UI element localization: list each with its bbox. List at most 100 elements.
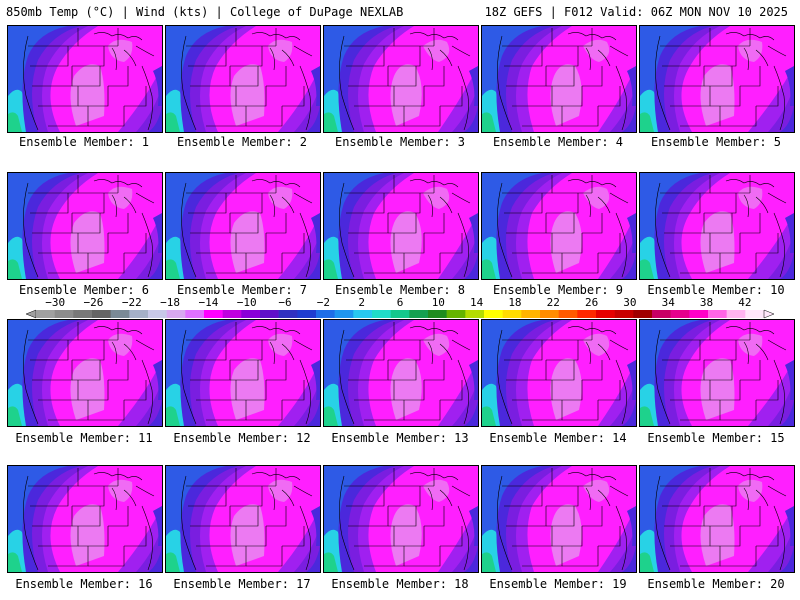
colorbar-swatch <box>278 310 298 318</box>
temperature-map <box>482 466 636 572</box>
ensemble-member-panel <box>639 465 795 573</box>
temperature-map <box>482 173 636 279</box>
temperature-map <box>324 320 478 426</box>
temperature-map <box>640 173 794 279</box>
run-valid-time: 18Z GEFS | F012 Valid: 06Z MON NOV 10 20… <box>484 5 788 19</box>
ensemble-member-panel <box>165 465 321 573</box>
colorbar-tick-label: 26 <box>584 296 599 309</box>
colorbar-swatch <box>465 310 485 318</box>
ensemble-member-label: Ensemble Member: 3 <box>334 135 466 149</box>
ensemble-member-panel <box>481 465 637 573</box>
colorbar-tick-label: 38 <box>699 296 714 309</box>
temperature-map <box>324 466 478 572</box>
ensemble-member-panel <box>323 172 479 280</box>
colorbar-swatch <box>185 310 205 318</box>
colorbar-tick-label: 10 <box>431 296 445 309</box>
colorbar-swatch <box>334 310 354 318</box>
colorbar-tick-label: 18 <box>508 296 522 309</box>
colorbar-swatch <box>502 310 522 318</box>
temperature-map <box>8 173 162 279</box>
ensemble-member-panel <box>7 25 163 133</box>
ensemble-member-label: Ensemble Member: 20 <box>647 577 785 591</box>
ensemble-member-label: Ensemble Member: 9 <box>492 283 624 297</box>
colorbar-tick-label: 2 <box>358 296 365 309</box>
temperature-map <box>324 26 478 132</box>
temperature-map <box>640 466 794 572</box>
temperature-map <box>640 320 794 426</box>
ensemble-member-label: Ensemble Member: 2 <box>176 135 308 149</box>
colorbar-swatch <box>446 310 466 318</box>
ensemble-member-label: Ensemble Member: 5 <box>650 135 782 149</box>
colorbar-swatch <box>689 310 709 318</box>
colorbar-swatch <box>577 310 597 318</box>
colorbar-low-arrow <box>25 309 37 319</box>
ensemble-member-label: Ensemble Member: 19 <box>489 577 627 591</box>
ensemble-member-panel <box>481 172 637 280</box>
ensemble-member-panel <box>323 465 479 573</box>
ensemble-member-label: Ensemble Member: 7 <box>176 283 308 297</box>
temperature-map <box>8 26 162 132</box>
temperature-colorbar <box>25 309 775 319</box>
ensemble-member-label: Ensemble Member: 15 <box>647 431 785 445</box>
colorbar-swatch <box>428 310 447 318</box>
colorbar-swatch <box>241 310 261 318</box>
colorbar-swatch <box>708 310 727 318</box>
colorbar-tick-label: 14 <box>470 296 484 309</box>
colorbar-swatch <box>633 310 653 318</box>
ensemble-member-label: Ensemble Member: 14 <box>489 431 627 445</box>
temperature-map <box>166 173 320 279</box>
colorbar-tick-label: 34 <box>661 296 675 309</box>
ensemble-member-panel <box>639 319 795 427</box>
ensemble-member-panel <box>481 25 637 133</box>
colorbar-swatch <box>652 310 671 318</box>
ensemble-member-panel <box>165 25 321 133</box>
colorbar-tick-label: −14 <box>198 296 219 309</box>
colorbar-tick-label: −10 <box>236 296 257 309</box>
colorbar-swatch <box>521 310 541 318</box>
ensemble-member-panel <box>7 465 163 573</box>
temperature-map <box>640 26 794 132</box>
ensemble-member-panel <box>323 319 479 427</box>
colorbar-swatch <box>596 310 615 318</box>
colorbar-swatch <box>92 310 111 318</box>
colorbar-tick-label: −18 <box>160 296 181 309</box>
ensemble-member-panel <box>7 319 163 427</box>
colorbar-swatch <box>614 310 634 318</box>
colorbar-swatch <box>409 310 429 318</box>
ensemble-member-label: Ensemble Member: 1 <box>18 135 150 149</box>
ensemble-member-panel <box>639 172 795 280</box>
colorbar-swatch <box>558 310 578 318</box>
temperature-map <box>8 466 162 572</box>
colorbar-tick-label: 6 <box>396 296 404 309</box>
colorbar-tick-label: 22 <box>546 296 560 309</box>
colorbar-swatch <box>110 310 130 318</box>
colorbar-swatch <box>353 310 373 318</box>
colorbar-tick-label: −22 <box>121 296 142 309</box>
colorbar-swatch <box>540 310 559 318</box>
ensemble-member-panel <box>323 25 479 133</box>
temperature-map <box>482 320 636 426</box>
colorbar-swatch <box>297 310 317 318</box>
colorbar-swatch <box>745 310 765 318</box>
ensemble-member-label: Ensemble Member: 17 <box>173 577 311 591</box>
temperature-map <box>166 320 320 426</box>
colorbar-swatch <box>222 310 242 318</box>
map-title: 850mb Temp (°C) | Wind (kts) | College o… <box>6 5 404 19</box>
ensemble-member-panel <box>165 172 321 280</box>
colorbar-high-arrow <box>763 309 775 319</box>
ensemble-member-label: Ensemble Member: 18 <box>331 577 469 591</box>
ensemble-member-panel <box>7 172 163 280</box>
colorbar-swatch <box>484 310 503 318</box>
ensemble-member-label: Ensemble Member: 10 <box>647 283 785 297</box>
ensemble-member-label: Ensemble Member: 12 <box>173 431 311 445</box>
colorbar-swatch <box>670 310 690 318</box>
colorbar-swatch <box>390 310 410 318</box>
colorbar-swatch <box>129 310 149 318</box>
ensemble-member-label: Ensemble Member: 16 <box>15 577 153 591</box>
colorbar-swatch <box>204 310 223 318</box>
colorbar-swatch <box>726 310 746 318</box>
colorbar-swatch <box>148 310 167 318</box>
ensemble-member-label: Ensemble Member: 13 <box>331 431 469 445</box>
colorbar-tick-label: −30 <box>45 296 66 309</box>
colorbar-swatch <box>54 310 74 318</box>
